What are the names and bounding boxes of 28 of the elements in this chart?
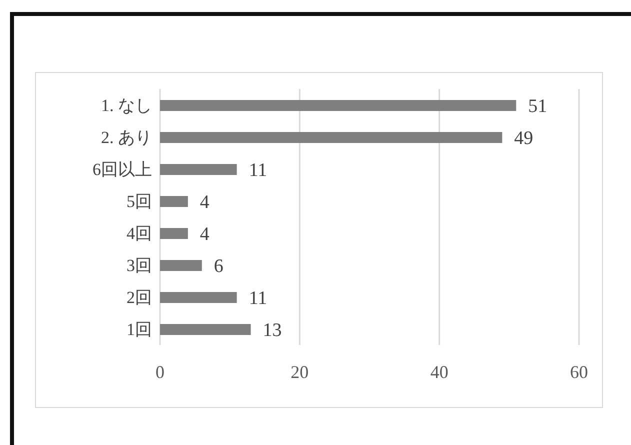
y-tick-label: 5回 (126, 192, 152, 212)
bar (160, 164, 237, 175)
bar (160, 324, 251, 335)
y-tick-label: 1回 (126, 320, 152, 340)
data-label: 4 (200, 224, 210, 246)
y-tick-label: 4回 (126, 224, 152, 244)
y-tick-label: 3回 (126, 256, 152, 276)
x-tick-label: 0 (156, 362, 164, 382)
data-label: 51 (528, 96, 548, 118)
x-tick-label: 40 (430, 362, 448, 382)
y-tick-label: 1. なし (101, 96, 152, 116)
y-tick-label: 2回 (126, 288, 152, 308)
data-label: 11 (248, 160, 268, 182)
data-label: 13 (262, 320, 282, 342)
bar (160, 100, 516, 111)
data-label: 11 (248, 288, 268, 310)
data-label: 49 (514, 128, 534, 150)
data-label: 4 (200, 192, 210, 214)
bar (160, 196, 188, 207)
bar (160, 292, 237, 303)
x-tick-label: 20 (290, 362, 309, 382)
bar (160, 228, 188, 239)
bar (160, 260, 202, 271)
y-tick-label: 6回以上 (92, 160, 152, 180)
data-label: 6 (214, 256, 224, 278)
x-tick-label: 60 (570, 362, 588, 382)
y-tick-label: 2. あり (101, 128, 152, 148)
bar (160, 132, 502, 143)
